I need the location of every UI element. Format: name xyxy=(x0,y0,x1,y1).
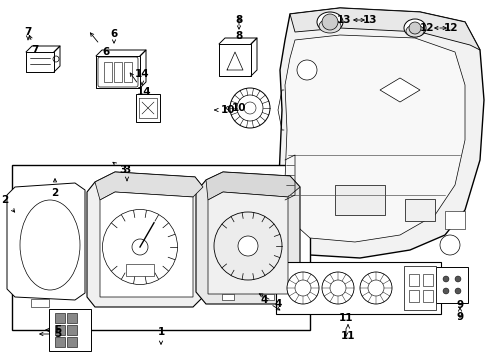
Polygon shape xyxy=(289,8,479,50)
Ellipse shape xyxy=(316,12,342,32)
Circle shape xyxy=(296,60,316,80)
Bar xyxy=(124,62,132,82)
Circle shape xyxy=(408,22,420,34)
Text: 8: 8 xyxy=(235,18,242,41)
Bar xyxy=(114,62,122,82)
Text: 5: 5 xyxy=(45,325,61,335)
Text: 9: 9 xyxy=(455,308,463,322)
Bar xyxy=(55,325,65,335)
Polygon shape xyxy=(285,35,464,242)
Text: 12: 12 xyxy=(419,23,446,33)
Bar xyxy=(435,267,467,303)
Text: 8: 8 xyxy=(235,15,242,29)
Text: 4: 4 xyxy=(259,294,281,309)
Bar xyxy=(67,325,77,335)
Circle shape xyxy=(329,280,346,296)
Circle shape xyxy=(238,236,258,256)
Circle shape xyxy=(367,280,383,296)
Text: 2: 2 xyxy=(51,179,59,198)
Bar xyxy=(67,337,77,347)
Polygon shape xyxy=(95,172,203,200)
Text: 12: 12 xyxy=(434,23,457,33)
Circle shape xyxy=(294,280,310,296)
Text: 2: 2 xyxy=(1,195,15,212)
Text: 14: 14 xyxy=(130,73,151,97)
Circle shape xyxy=(132,239,148,255)
Polygon shape xyxy=(7,183,85,300)
Circle shape xyxy=(454,276,460,282)
Circle shape xyxy=(237,95,263,121)
Bar xyxy=(444,211,464,229)
Text: 13: 13 xyxy=(336,15,364,25)
Bar xyxy=(422,274,432,286)
Circle shape xyxy=(244,102,256,114)
Bar xyxy=(408,290,418,302)
Ellipse shape xyxy=(405,25,423,37)
Bar xyxy=(408,274,418,286)
Bar xyxy=(404,199,434,221)
Text: 1: 1 xyxy=(157,327,164,344)
Bar xyxy=(67,313,77,323)
Bar xyxy=(222,294,234,300)
Text: 10: 10 xyxy=(214,105,235,115)
Polygon shape xyxy=(207,192,287,294)
Polygon shape xyxy=(100,192,193,297)
Text: 4: 4 xyxy=(260,295,279,310)
Circle shape xyxy=(229,88,269,128)
Ellipse shape xyxy=(403,19,425,37)
Bar xyxy=(49,309,91,351)
Text: 6: 6 xyxy=(90,33,109,57)
Bar xyxy=(334,185,384,215)
Bar xyxy=(275,262,440,314)
Text: 3: 3 xyxy=(123,165,130,181)
Polygon shape xyxy=(87,172,203,307)
Text: 7: 7 xyxy=(24,27,32,40)
Text: 3: 3 xyxy=(113,162,126,175)
Text: 14: 14 xyxy=(134,69,149,85)
Polygon shape xyxy=(205,172,299,200)
Bar xyxy=(104,62,112,82)
Circle shape xyxy=(442,288,448,294)
Text: 11: 11 xyxy=(338,313,352,336)
Ellipse shape xyxy=(214,212,282,280)
Polygon shape xyxy=(379,78,419,102)
Bar xyxy=(403,266,435,310)
Circle shape xyxy=(439,235,459,255)
Text: 13: 13 xyxy=(353,15,376,25)
Ellipse shape xyxy=(102,210,177,284)
Circle shape xyxy=(321,14,337,30)
FancyBboxPatch shape xyxy=(98,57,138,87)
Circle shape xyxy=(321,272,353,304)
Ellipse shape xyxy=(318,19,340,33)
Text: 11: 11 xyxy=(340,325,354,341)
Circle shape xyxy=(454,288,460,294)
Text: 9: 9 xyxy=(455,300,463,317)
Ellipse shape xyxy=(20,200,80,290)
Bar xyxy=(31,299,49,307)
Bar xyxy=(262,294,273,300)
Bar xyxy=(126,264,154,276)
Bar xyxy=(55,313,65,323)
Polygon shape xyxy=(278,8,483,258)
Text: 7: 7 xyxy=(29,36,39,55)
Bar xyxy=(136,94,160,122)
Bar xyxy=(422,290,432,302)
Circle shape xyxy=(442,276,448,282)
Text: 10: 10 xyxy=(224,103,246,113)
Polygon shape xyxy=(196,172,299,304)
Circle shape xyxy=(359,272,391,304)
Text: 6: 6 xyxy=(110,29,118,43)
Bar xyxy=(12,165,309,330)
Text: 5: 5 xyxy=(40,329,61,339)
Bar xyxy=(55,337,65,347)
Circle shape xyxy=(53,56,59,62)
Circle shape xyxy=(286,272,318,304)
